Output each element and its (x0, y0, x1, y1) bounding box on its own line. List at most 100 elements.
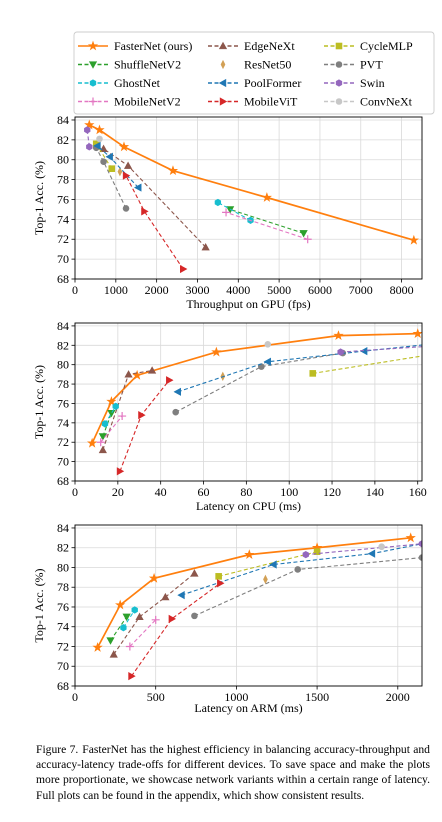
series-fasternet-ours (84, 119, 419, 245)
series-line (229, 208, 304, 234)
data-point (408, 234, 419, 245)
legend-entry-convnext: ConvNeXt (324, 95, 413, 109)
data-point (116, 467, 125, 476)
y-axis-label: Top-1 Acc. (%) (32, 161, 46, 235)
series-ghostnet (214, 198, 254, 225)
series-cyclemlp (309, 352, 431, 377)
y-tick-label: 82 (57, 133, 69, 147)
series-edgenext (109, 569, 199, 658)
y-tick-label: 78 (57, 580, 69, 594)
grid (74, 323, 422, 482)
data-point (337, 348, 344, 356)
series-line (218, 551, 318, 577)
x-tick-label: 4000 (226, 283, 250, 297)
legend-label: ResNet50 (244, 58, 291, 72)
data-point (313, 548, 321, 555)
x-tick-label: 1000 (224, 690, 248, 704)
series-mobilevit (128, 579, 225, 681)
y-tick-label: 84 (57, 319, 69, 333)
data-point (107, 409, 116, 418)
data-point (264, 341, 272, 348)
data-point (412, 328, 422, 339)
data-point (405, 532, 416, 543)
legend-entry-fasternet-ours: FasterNet (ours) (78, 39, 192, 53)
series-layer (86, 328, 431, 476)
data-point (98, 445, 107, 454)
data-point (138, 410, 146, 420)
y-tick-label: 76 (57, 192, 69, 206)
y-tick-label: 74 (57, 212, 69, 226)
data-point (100, 158, 107, 166)
legend-marker (88, 61, 98, 69)
data-point (96, 438, 105, 447)
data-point (108, 165, 116, 172)
legend-label: EdgeNeXt (244, 39, 295, 53)
series-line (312, 355, 422, 374)
y-tick-label: 84 (57, 113, 69, 127)
legend-marker (220, 59, 226, 70)
legend-entry-shufflenetv2: ShuffleNetV2 (78, 58, 181, 72)
data-point (359, 347, 368, 356)
data-point (190, 569, 199, 577)
series-line (96, 536, 411, 648)
x-tick-label: 3000 (185, 283, 209, 297)
y-tick-label: 72 (57, 639, 69, 653)
data-point (117, 166, 123, 177)
series-fasternet-ours (86, 328, 422, 448)
x-tick-label: 0 (72, 485, 78, 499)
data-point (84, 119, 95, 130)
data-point (118, 141, 130, 152)
data-point (120, 624, 127, 632)
legend-marker (335, 98, 343, 105)
data-point (173, 387, 181, 396)
series-line (129, 619, 157, 647)
series-pvt (191, 554, 422, 620)
legend-label: Swin (360, 76, 385, 90)
series-line (119, 379, 170, 472)
x-tick-label: 2000 (386, 690, 410, 704)
x-tick-label: 0 (72, 283, 78, 297)
data-point (123, 161, 133, 169)
data-point (101, 420, 109, 428)
y-tick-label: 72 (57, 232, 69, 246)
plot-frame (74, 322, 423, 482)
series-line (122, 609, 136, 629)
data-point (180, 264, 188, 274)
data-point (201, 242, 210, 251)
series-line (125, 175, 184, 270)
data-point (106, 396, 117, 406)
legend-entry-pvt: PVT (324, 58, 383, 72)
series-mobilenetv2 (96, 412, 127, 447)
data-point (425, 352, 431, 358)
plot-frame (74, 116, 423, 280)
x-tick-label: 1000 (104, 283, 128, 297)
x-tick-label: 1500 (305, 690, 329, 704)
y-tick-label: 76 (57, 396, 69, 410)
series-line (104, 406, 117, 425)
gpu-throughput-chart: 0 1000 2000 3000 4000 5000 6000 7000 8000 68 70 72 7… (32, 113, 423, 311)
series-line (102, 412, 112, 437)
data-point (92, 642, 103, 652)
data-point (302, 550, 309, 559)
legend-label: FasterNet (ours) (114, 39, 192, 53)
data-point (294, 566, 302, 573)
series-layer (84, 119, 419, 274)
series-line (340, 346, 422, 353)
series-convnext (378, 543, 385, 551)
series-line (131, 582, 221, 677)
data-point (124, 370, 133, 378)
legend-frame (73, 31, 435, 115)
series-ghostnet (101, 402, 119, 428)
data-point (418, 540, 422, 548)
legend-label: PoolFormer (244, 76, 301, 90)
y-tick-label: 82 (57, 338, 69, 352)
series-line (225, 211, 308, 240)
legend-marker (218, 78, 227, 88)
data-point (167, 165, 179, 176)
legend-marker (335, 42, 343, 50)
legend-label: ShuffleNetV2 (114, 58, 181, 72)
x-tick-label: 7000 (349, 283, 373, 297)
series-line (95, 147, 127, 209)
data-point (86, 437, 98, 448)
legend-entry-mobilevit: MobileViT (208, 95, 298, 109)
